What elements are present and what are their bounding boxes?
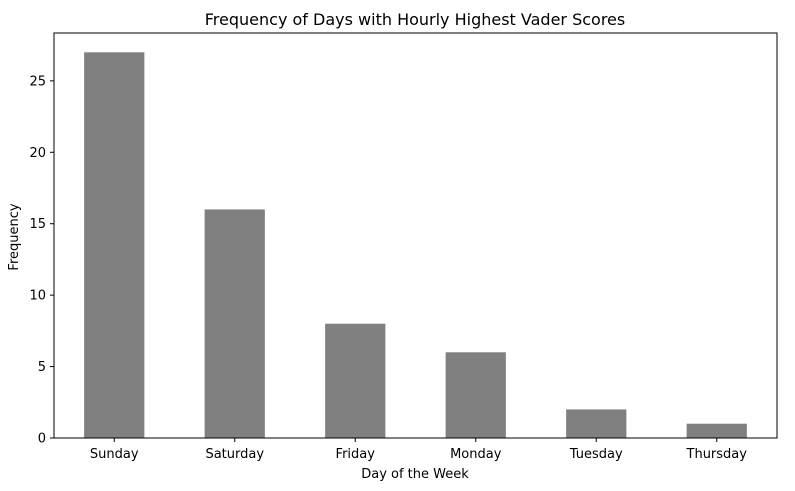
chart-title: Frequency of Days with Hourly Highest Va… [205,10,625,29]
y-tick-label-5: 5 [38,360,46,375]
bar-thursday [686,423,747,438]
y-tick-label-25: 25 [29,74,46,89]
bar-sunday [84,52,145,439]
bar-tuesday [566,409,627,438]
bar-monday [445,352,506,438]
y-tick-label-0: 0 [38,432,46,447]
bar-friday [325,323,386,438]
plot-frame [53,32,778,439]
y-tick-label-20: 20 [29,146,46,161]
y-axis-label: Frequency [7,203,22,270]
plot-area: Sunday Saturday Friday Monday Tuesday Thursda… [29,32,778,462]
x-tick-label-monday: Monday [450,447,502,462]
bar-saturday [204,209,265,438]
x-tick-label-tuesday: Tuesday [569,447,623,462]
y-tick-label-10: 10 [29,289,46,304]
x-tick-label-thursday: Thursday [686,447,748,462]
x-axis-label: Day of the Week [361,467,469,482]
x-tick-label-saturday: Saturday [205,447,264,462]
x-tick-label-friday: Friday [336,447,376,462]
x-tick-label-sunday: Sunday [90,447,139,462]
y-tick-label-15: 15 [29,217,46,232]
